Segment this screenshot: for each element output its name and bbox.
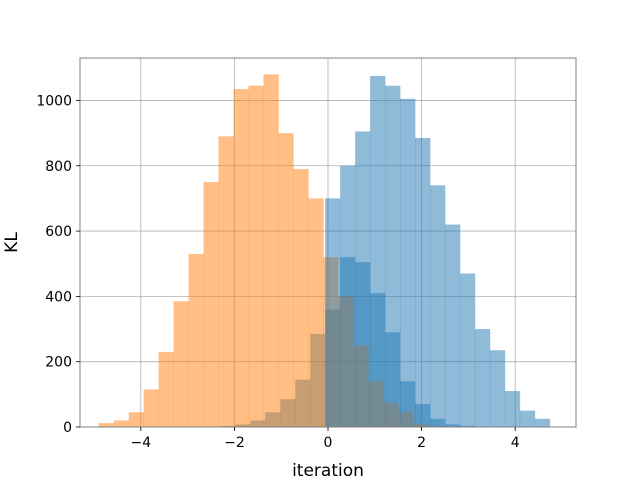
- histogram-bar: [158, 351, 174, 427]
- histogram-bar: [400, 98, 416, 428]
- y-axis-label: KL: [2, 232, 22, 253]
- histogram-bar: [218, 136, 234, 427]
- histogram-bar: [489, 350, 506, 427]
- x-tick-label: 4: [511, 435, 520, 451]
- x-tick-label: 2: [417, 435, 426, 451]
- histogram-bar: [459, 273, 476, 427]
- histogram-bar: [128, 412, 144, 427]
- histogram-bar: [415, 138, 431, 427]
- y-tick-label: 0: [63, 420, 72, 436]
- x-tick-label: −2: [224, 435, 245, 451]
- y-tick-label: 200: [45, 355, 72, 371]
- y-tick-label: 400: [45, 289, 72, 305]
- histogram-bar: [278, 133, 294, 427]
- y-tick-label: 600: [45, 224, 72, 240]
- histogram-bar: [504, 391, 521, 427]
- histogram-bar: [430, 185, 446, 427]
- histogram-bar: [534, 418, 551, 427]
- x-tick-label: 0: [324, 435, 333, 451]
- x-tick-label: −4: [131, 435, 152, 451]
- ticks: −4 −2 0 2 4 0 200 400 600 800 1000: [36, 93, 519, 451]
- histogram-bar: [308, 198, 324, 427]
- histogram-bar: [173, 301, 189, 427]
- histogram-bar: [340, 165, 356, 428]
- x-axis-label: iteration: [292, 461, 364, 480]
- histogram-bar: [325, 198, 341, 427]
- histogram-bar: [355, 131, 371, 427]
- histogram-bar: [385, 85, 401, 427]
- histogram-bar: [203, 182, 219, 427]
- histogram-bar: [113, 420, 129, 427]
- histogram-bar: [293, 169, 309, 427]
- histogram-bar: [444, 224, 461, 427]
- histogram-bar: [188, 253, 204, 427]
- histogram-bar: [474, 329, 491, 427]
- histogram-bar: [233, 89, 249, 427]
- bars: [98, 74, 551, 428]
- y-tick-label: 800: [45, 159, 72, 175]
- y-tick-label: 1000: [36, 93, 72, 109]
- histogram-bar: [519, 410, 536, 427]
- histogram-bar: [143, 389, 159, 427]
- histogram-bar: [248, 85, 264, 427]
- histogram-bar: [263, 74, 279, 428]
- histogram-bar: [98, 423, 114, 427]
- histogram-bar: [370, 75, 386, 427]
